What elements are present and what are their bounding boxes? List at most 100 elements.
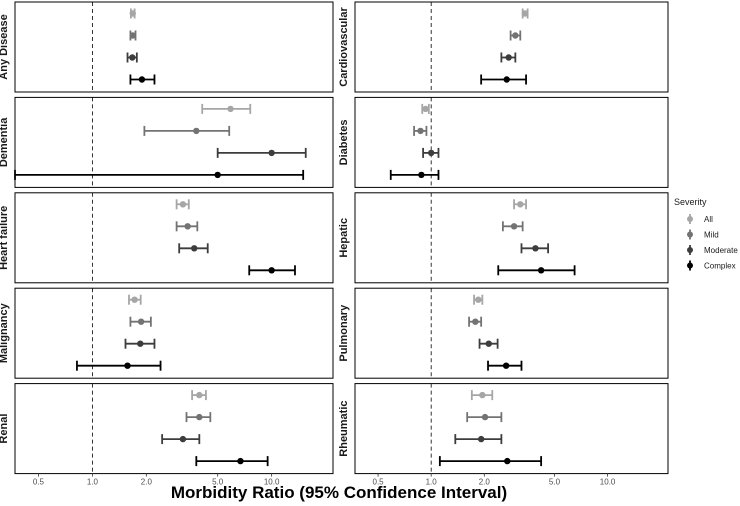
x-tick-label: 1.0 xyxy=(87,478,99,487)
panel-border xyxy=(354,287,669,379)
panels-layer: Any Disease Dementia Heart failure Malignan… xyxy=(0,1,669,475)
x-axes: 0.5 1.0 2.0 5.0 10.0 0.5 1.0 2.0 5.0 10.0 xyxy=(33,473,616,487)
legend-label: Mild xyxy=(704,231,719,240)
x-tick-label: 2.0 xyxy=(141,478,153,487)
point-estimate xyxy=(517,201,524,208)
panel-heart-failure: Heart failure xyxy=(0,192,334,284)
estimate-complex xyxy=(129,74,156,85)
point-estimate xyxy=(418,171,425,179)
legend-label: Complex xyxy=(704,262,736,271)
estimate-complex xyxy=(438,456,543,467)
estimate-mild xyxy=(129,316,152,327)
panel-border xyxy=(14,1,334,93)
point-estimate xyxy=(502,362,510,369)
estimate-complex xyxy=(195,456,269,467)
point-estimate xyxy=(475,296,482,303)
estimate-moderate xyxy=(178,243,209,254)
point-estimate xyxy=(179,435,187,443)
strip-label: Diabetes xyxy=(338,119,350,165)
strip-label: Any Disease xyxy=(0,14,10,79)
x-axis-label: Morbidity Ratio (95% Confidence Interval… xyxy=(171,483,507,502)
estimate-all xyxy=(421,103,430,114)
estimate-all xyxy=(470,390,494,401)
x-tick-label: 2.0 xyxy=(479,478,491,487)
legend-item-moderate: Moderate xyxy=(687,245,738,255)
x-tick-label: 5.0 xyxy=(212,478,224,487)
x-axis-right: 0.5 1.0 2.0 5.0 10.0 xyxy=(373,473,616,487)
panel-any-disease: Any Disease xyxy=(0,1,334,93)
point-estimate xyxy=(137,318,145,325)
point-estimate xyxy=(129,10,136,17)
legend: Severity All Mild Moderate Complex xyxy=(674,197,738,271)
point-estimate xyxy=(503,76,510,83)
strip-label: Hepatic xyxy=(338,218,350,258)
panel-diabetes: Diabetes xyxy=(338,96,669,188)
panel-border xyxy=(354,192,669,284)
legend-key-point xyxy=(687,216,693,222)
panel-border xyxy=(14,383,334,475)
legend-item-all: All xyxy=(687,214,713,224)
estimate-all xyxy=(129,8,136,19)
x-tick-label: 10.0 xyxy=(600,478,616,487)
estimate-all xyxy=(513,199,527,210)
point-estimate xyxy=(504,457,511,465)
point-estimate xyxy=(193,127,200,135)
point-estimate xyxy=(505,54,512,61)
panel-border xyxy=(354,1,669,93)
point-estimate xyxy=(485,340,492,347)
estimate-all xyxy=(201,103,252,114)
point-estimate xyxy=(214,171,221,179)
point-estimate xyxy=(184,223,191,230)
panel-border xyxy=(354,96,669,188)
estimate-mild xyxy=(501,221,524,232)
estimate-all xyxy=(191,390,207,401)
legend-key-point xyxy=(687,231,693,238)
point-estimate xyxy=(179,201,187,208)
strip-label: Heart failure xyxy=(0,206,10,270)
estimate-mild xyxy=(466,412,503,423)
x-tick-label: 1.0 xyxy=(426,478,438,487)
point-estimate xyxy=(537,267,545,274)
estimate-mild xyxy=(185,412,212,423)
x-tick-label: 10.0 xyxy=(264,478,280,487)
point-estimate xyxy=(124,362,131,369)
panel-border xyxy=(14,192,334,284)
point-estimate xyxy=(422,105,429,113)
estimate-moderate xyxy=(124,338,156,349)
panel-malignancy: Malignancy xyxy=(0,287,334,379)
panel-border xyxy=(14,96,334,188)
strip-label: Dementia xyxy=(0,117,10,167)
point-estimate xyxy=(196,413,203,421)
estimate-mild xyxy=(143,125,231,136)
strip-label: Pulmonary xyxy=(338,304,350,362)
point-estimate xyxy=(521,10,529,17)
point-estimate xyxy=(481,413,489,421)
legend-label: Moderate xyxy=(704,246,738,255)
estimate-complex xyxy=(487,360,523,371)
strip-label: Cardiovascular xyxy=(338,7,350,87)
estimate-complex xyxy=(248,265,296,276)
point-estimate xyxy=(227,105,234,113)
point-estimate xyxy=(268,267,275,274)
point-estimate xyxy=(129,54,136,61)
point-estimate xyxy=(427,149,435,157)
estimate-all xyxy=(128,294,142,305)
point-estimate xyxy=(138,76,146,83)
legend-item-complex: Complex xyxy=(687,260,736,271)
x-tick-label: 0.5 xyxy=(33,478,45,487)
legend-key-point xyxy=(687,262,693,269)
estimate-complex xyxy=(14,169,305,180)
point-estimate xyxy=(129,32,136,39)
point-estimate xyxy=(532,245,539,252)
point-estimate xyxy=(417,127,424,135)
x-axis-left: 0.5 1.0 2.0 5.0 10.0 xyxy=(33,473,280,487)
panel-border xyxy=(14,287,334,379)
point-estimate xyxy=(196,391,203,399)
estimate-moderate xyxy=(478,338,499,349)
estimate-mild xyxy=(468,316,483,327)
point-estimate xyxy=(512,32,519,39)
point-estimate xyxy=(268,149,275,157)
point-estimate xyxy=(137,340,144,347)
estimate-moderate xyxy=(520,243,549,254)
estimate-moderate xyxy=(500,52,517,63)
